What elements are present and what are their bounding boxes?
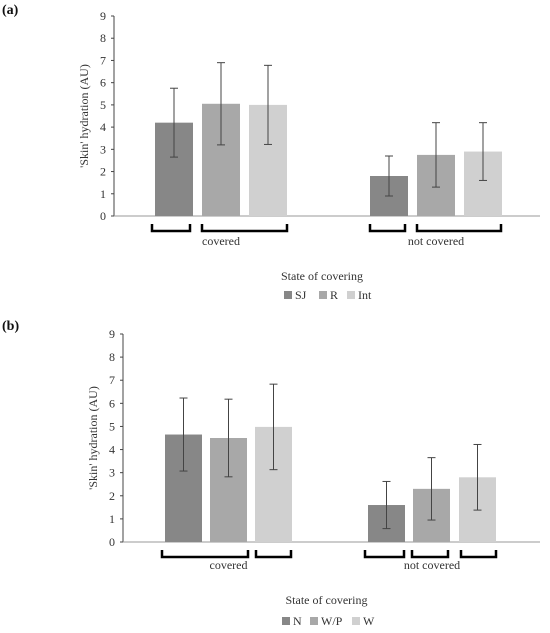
group-bracket: [150, 224, 192, 233]
x-axis-label: State of covering: [286, 593, 368, 607]
y-axis-label: 'Skin' hydration (AU): [77, 64, 91, 168]
y-tick-label: 0: [109, 535, 115, 549]
legend-label: SJ: [295, 288, 307, 302]
y-tick-label: 2: [100, 165, 106, 179]
group-bracket: [254, 550, 293, 559]
group-bracket: [368, 224, 407, 233]
panel-label: (b): [2, 319, 19, 334]
legend-label: Int: [358, 288, 372, 302]
legend-label: W/P: [321, 614, 343, 628]
legend-swatch: [310, 617, 318, 625]
y-tick-label: 6: [100, 76, 106, 90]
group-bracket: [415, 224, 503, 233]
group-bracket: [200, 224, 289, 233]
y-tick-label: 6: [109, 396, 115, 410]
panel-label: (a): [2, 3, 19, 18]
group-bracket: [459, 550, 498, 559]
y-tick-label: 9: [109, 327, 115, 341]
y-tick-label: 4: [100, 120, 106, 134]
legend-swatch: [352, 617, 360, 625]
y-tick-label: 7: [100, 53, 106, 67]
y-tick-label: 1: [109, 512, 115, 526]
category-label: covered: [202, 234, 240, 248]
y-tick-label: 5: [100, 98, 106, 112]
legend-label: R: [330, 288, 338, 302]
y-tick-label: 2: [109, 489, 115, 503]
legend-swatch: [282, 617, 290, 625]
y-tick-label: 7: [109, 373, 115, 387]
group-bracket: [160, 550, 250, 559]
legend-swatch: [284, 291, 292, 299]
legend-swatch: [319, 291, 327, 299]
group-bracket: [410, 550, 450, 559]
y-tick-label: 3: [109, 466, 115, 480]
y-tick-label: 8: [109, 350, 115, 364]
group-bracket: [363, 550, 406, 559]
legend-label: N: [293, 614, 302, 628]
category-label: covered: [210, 558, 248, 572]
legend-swatch: [347, 291, 355, 299]
category-label: not covered: [408, 234, 464, 248]
category-label: not covered: [404, 558, 460, 572]
y-tick-label: 0: [100, 209, 106, 223]
y-axis-label: 'Skin' hydration (AU): [86, 386, 100, 490]
y-tick-label: 4: [109, 443, 115, 457]
x-axis-label: State of covering: [281, 269, 363, 283]
y-tick-label: 1: [100, 187, 106, 201]
legend-label: W: [363, 614, 375, 628]
y-tick-label: 9: [100, 9, 106, 23]
y-tick-label: 8: [100, 31, 106, 45]
y-tick-label: 3: [100, 142, 106, 156]
y-tick-label: 5: [109, 419, 115, 433]
